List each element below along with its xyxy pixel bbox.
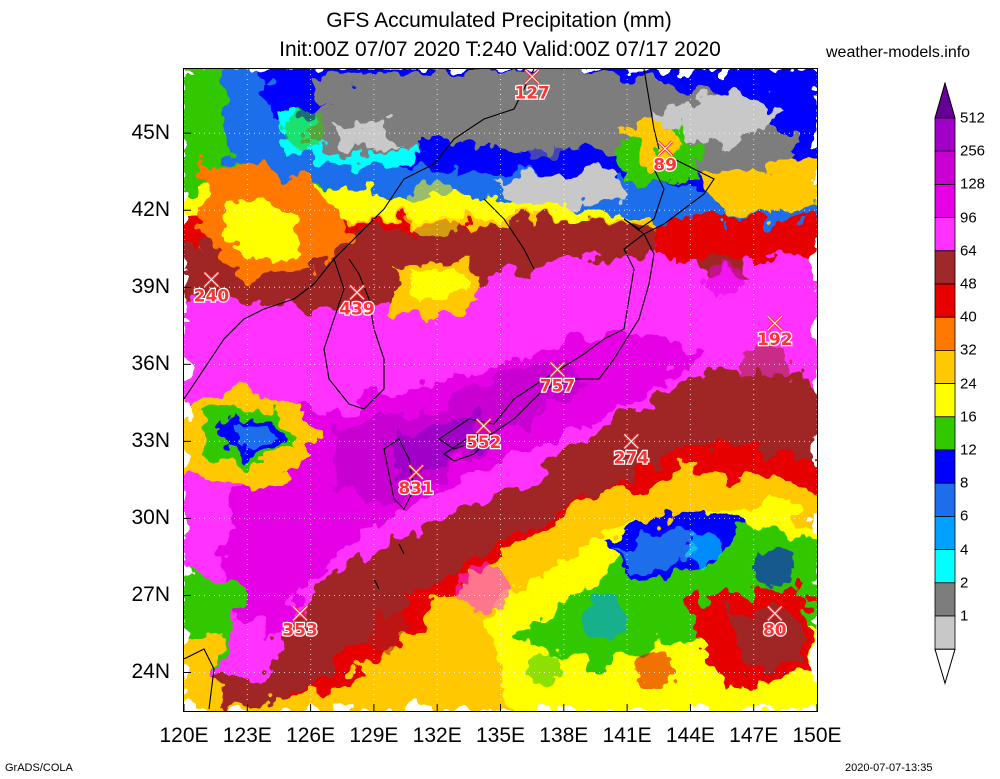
credit-label: GrADS/COLA <box>5 762 73 774</box>
lon-tick-label: 144E <box>665 724 715 747</box>
map-title: GFS Accumulated Precipitation (mm) <box>326 9 672 32</box>
color-legend <box>934 82 956 685</box>
max-cross-inner <box>349 285 365 300</box>
legend-swatch <box>934 349 956 384</box>
max-marker: 274 <box>612 433 650 470</box>
legend-swatch <box>934 184 956 219</box>
max-markers: 127 89 240 439 192 757 552 274 831 353 80 <box>192 69 794 642</box>
map-canvas: 127 89 240 439 192 757 552 274 831 353 80 <box>183 69 818 711</box>
max-marker: 80 <box>762 605 788 642</box>
legend-level-label: 6 <box>960 507 969 525</box>
legend-level-label: 96 <box>960 209 977 227</box>
legend-level-label: 16 <box>960 408 977 426</box>
max-marker: 353 <box>281 605 319 642</box>
lon-tick-label: 120E <box>159 724 209 747</box>
timestamp-label: 2020-07-07-13:35 <box>845 762 933 774</box>
max-value-label: 274 <box>614 448 650 468</box>
legend-swatch <box>934 117 956 152</box>
lat-tick-label: 45N <box>131 121 170 145</box>
legend-level-label: 32 <box>960 341 977 359</box>
lon-tick-label: 138E <box>539 724 589 747</box>
max-cross-inner <box>476 418 491 434</box>
lat-tick-label: 30N <box>131 506 170 530</box>
legend-level-label: 2 <box>960 574 969 592</box>
map-subtitle: Init:00Z 07/07 2020 T:240 Valid:00Z 07/1… <box>279 38 721 61</box>
lat-tick-label: 24N <box>131 660 170 684</box>
max-value-label: 831 <box>398 479 434 499</box>
max-value-label: 552 <box>466 433 502 453</box>
lon-tick-label: 135E <box>475 724 526 747</box>
legend-level-label: 48 <box>960 275 977 293</box>
axis-ticks <box>183 132 818 711</box>
legend-swatch <box>934 383 956 418</box>
max-value-label: 353 <box>282 620 318 640</box>
legend-swatch <box>934 217 956 252</box>
lat-tick-label: 33N <box>131 429 170 453</box>
max-marker: 89 <box>652 140 678 177</box>
max-value-label: 192 <box>757 330 793 350</box>
legend-level-label: 24 <box>960 375 977 393</box>
legend-level-label: 512 <box>960 109 986 127</box>
max-marker: 127 <box>513 69 551 105</box>
precipitation-map: 127 89 240 439 192 757 552 274 831 353 80 <box>183 68 818 712</box>
site-label: weather-models.info <box>826 44 971 61</box>
legend-level-label: 64 <box>960 242 977 260</box>
max-value-label: 439 <box>339 299 375 319</box>
legend-level-label: 1 <box>960 607 969 625</box>
legend-swatch <box>934 515 956 550</box>
lat-tick-label: 39N <box>131 275 170 299</box>
legend-top-arrow <box>934 82 956 119</box>
coastlines <box>184 69 715 710</box>
precip-texture <box>254 99 794 689</box>
max-marker: 831 <box>397 464 435 500</box>
lat-tick-label: 36N <box>131 352 170 376</box>
lon-tick-label: 123E <box>222 724 272 747</box>
max-marker: 552 <box>465 417 503 454</box>
max-marker: 439 <box>338 284 376 321</box>
max-cross-inner <box>657 141 673 156</box>
lon-tick-label: 126E <box>286 724 336 747</box>
legend-swatch <box>934 549 956 584</box>
max-cross-inner <box>767 606 783 621</box>
max-marker: 757 <box>538 361 576 398</box>
legend-swatch <box>934 482 956 517</box>
lat-tick-label: 27N <box>131 583 170 607</box>
legend-swatch <box>934 283 956 318</box>
legend-level-label: 128 <box>960 175 986 193</box>
legend-level-label: 256 <box>960 142 986 160</box>
legend-level-label: 12 <box>960 441 977 459</box>
max-cross-inner <box>767 315 783 331</box>
lon-tick-label: 150E <box>792 724 842 747</box>
max-cross-inner <box>524 69 540 85</box>
legend-level-label: 4 <box>960 541 969 559</box>
lon-tick-label: 129E <box>349 724 399 747</box>
legend-swatch <box>934 582 956 617</box>
legend-swatch <box>934 150 956 185</box>
max-value-label: 127 <box>514 84 550 104</box>
legend-swatch <box>934 615 956 650</box>
legend-swatch <box>934 250 956 285</box>
max-cross-inner <box>292 606 308 621</box>
max-value-label: 80 <box>763 620 787 640</box>
lon-tick-label: 132E <box>412 724 462 747</box>
max-cross-inner <box>550 362 565 377</box>
legend-swatch <box>934 416 956 451</box>
lon-tick-label: 147E <box>729 724 779 747</box>
legend-bottom-arrow <box>934 648 956 685</box>
lon-tick-label: 141E <box>602 724 652 747</box>
max-cross-inner <box>204 272 219 287</box>
legend-swatch <box>934 449 956 484</box>
legend-level-label: 40 <box>960 308 977 326</box>
max-value-label: 757 <box>540 376 576 396</box>
max-marker: 192 <box>756 315 794 351</box>
max-value-label: 240 <box>194 287 230 307</box>
legend-swatch <box>934 316 956 351</box>
legend-level-label: 8 <box>960 474 969 492</box>
max-cross-inner <box>623 434 639 449</box>
max-cross-inner <box>408 464 424 480</box>
max-value-label: 89 <box>653 156 677 176</box>
graticule <box>184 69 817 711</box>
max-marker: 240 <box>192 271 231 308</box>
lat-tick-label: 42N <box>131 198 170 222</box>
